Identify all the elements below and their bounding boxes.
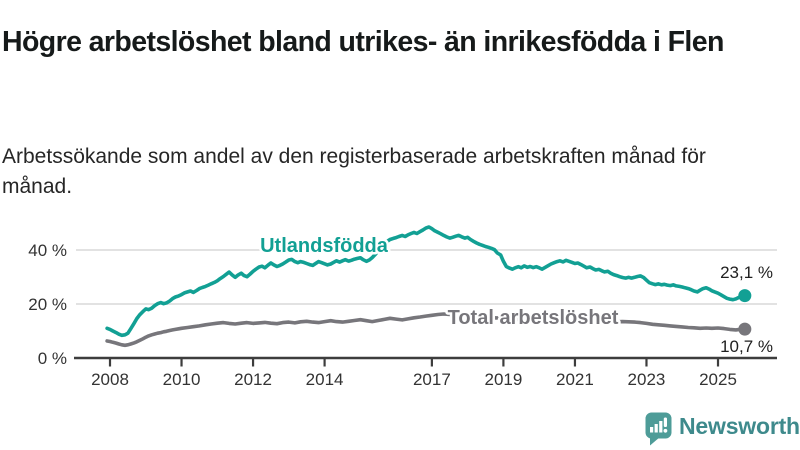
x-tick-label: 2012 <box>234 370 272 389</box>
newsworthy-bubble-chart-icon <box>645 412 672 446</box>
x-tick-label: 2025 <box>699 370 737 389</box>
series-label-utlandsf-dda: Utlandsfödda <box>260 235 389 257</box>
x-tick-label: 2023 <box>628 370 666 389</box>
page-title: Högre arbetslöshet bland utrikes- än inr… <box>2 26 724 59</box>
newsworthy-logo[interactable]: Newsworthy <box>645 412 800 446</box>
series-end-value-utlandsf-dda: 23,1 % <box>720 263 773 282</box>
series-label-total-arbetsl-shet: Total arbetslöshet <box>448 307 619 329</box>
y-tick-label: 40 % <box>28 241 67 260</box>
y-tick-label: 0 % <box>38 349 67 368</box>
x-tick-label: 2014 <box>306 370 344 389</box>
x-tick-label: 2017 <box>413 370 451 389</box>
x-tick-label: 2008 <box>91 370 129 389</box>
series-line-total-arbetsl-shet <box>105 312 747 348</box>
newsworthy-logo-text: Newsworthy <box>679 413 800 439</box>
x-tick-label: 2019 <box>485 370 523 389</box>
series-end-dot-total-arbetsl-shet <box>738 322 752 336</box>
page-subtitle: Arbetssökande som andel av den registerb… <box>2 145 706 199</box>
series-line-utlandsf-dda <box>105 225 747 338</box>
series-end-dot-utlandsf-dda <box>738 289 752 303</box>
series-end-value-total-arbetsl-shet: 10,7 % <box>720 337 773 356</box>
x-tick-label: 2021 <box>556 370 594 389</box>
y-tick-label: 20 % <box>28 295 67 314</box>
x-tick-label: 2010 <box>163 370 201 389</box>
